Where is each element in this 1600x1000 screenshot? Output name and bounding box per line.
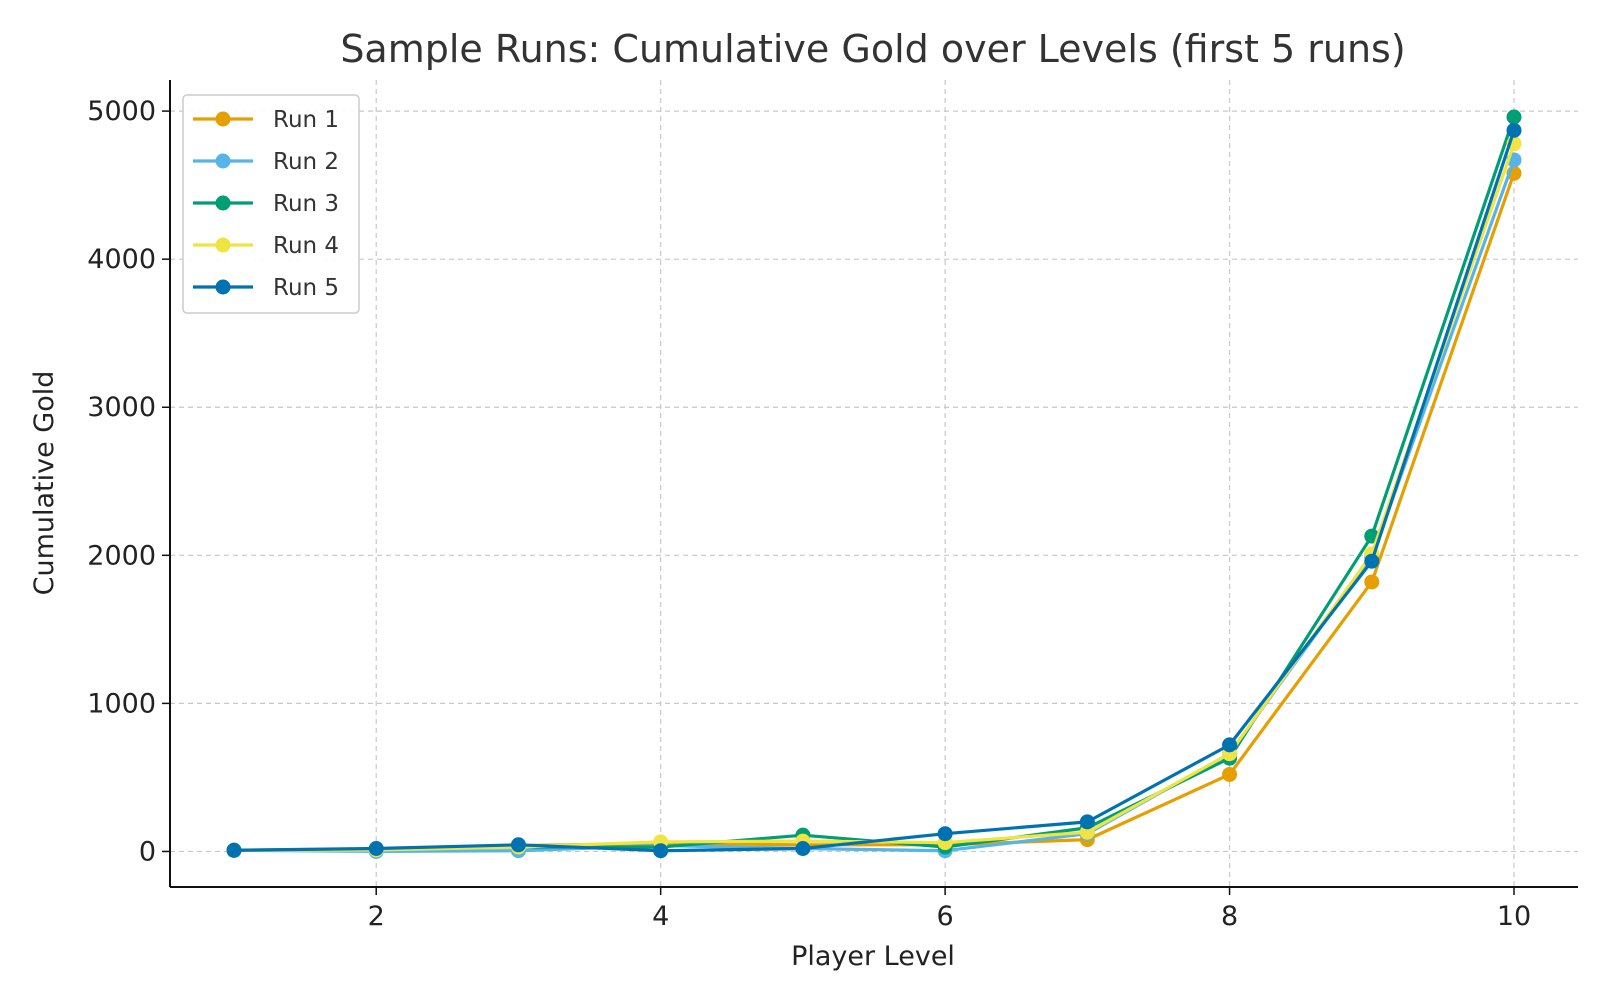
data-point <box>1079 814 1095 830</box>
data-point <box>1364 574 1380 590</box>
data-point <box>1506 109 1522 125</box>
legend-swatch-marker <box>215 279 231 295</box>
series-1 <box>226 165 1522 858</box>
data-point <box>1506 122 1522 138</box>
data-point <box>510 837 526 853</box>
data-point <box>226 842 242 858</box>
y-tick-label: 2000 <box>87 540 156 571</box>
x-axis-label: Player Level <box>791 941 955 972</box>
series-5 <box>226 122 1522 859</box>
y-tick-label: 0 <box>139 836 156 867</box>
data-point <box>795 841 811 857</box>
plot-series <box>226 109 1522 859</box>
y-tick-label: 3000 <box>87 392 156 423</box>
data-point <box>937 826 953 842</box>
data-point <box>1079 824 1095 840</box>
legend-swatch-marker <box>215 111 231 127</box>
series-2 <box>226 152 1522 859</box>
series-4 <box>226 136 1522 858</box>
x-tick-label: 4 <box>652 901 669 932</box>
data-point <box>1364 553 1380 569</box>
legend-swatch-marker <box>215 153 231 169</box>
legend-swatch-marker <box>215 237 231 253</box>
legend: Run 1 Run 2 Run 3 Run 4 Run 5 <box>182 94 360 314</box>
series-line <box>233 129 1516 853</box>
series-line <box>233 172 1516 852</box>
data-point <box>368 841 384 857</box>
x-tick-label: 6 <box>937 901 954 932</box>
y-tick-label: 4000 <box>87 244 156 275</box>
x-tick-label: 2 <box>368 901 385 932</box>
data-point <box>653 843 669 859</box>
chart-title: Sample Runs: Cumulative Gold over Levels… <box>340 27 1405 71</box>
legend-label: Run 5 <box>273 275 339 301</box>
legend-item: Run 5 <box>193 275 339 301</box>
grid <box>170 80 1578 887</box>
legend-swatch-marker <box>215 195 231 211</box>
series-line <box>233 116 1516 852</box>
legend-item: Run 4 <box>193 233 339 259</box>
legend-box <box>182 94 360 314</box>
legend-item: Run 3 <box>193 191 339 217</box>
legend-label: Run 3 <box>273 191 339 217</box>
legend-label: Run 4 <box>273 233 339 259</box>
legend-label: Run 1 <box>273 107 339 133</box>
legend-label: Run 2 <box>273 149 339 175</box>
data-point <box>1222 766 1238 782</box>
series-line <box>233 143 1516 852</box>
series-3 <box>226 109 1522 858</box>
y-axis-label: Cumulative Gold <box>29 371 60 596</box>
legend-item: Run 2 <box>193 149 339 175</box>
ticks: 2 4 6 8 10 0 1000 2000 3000 4000 5000 <box>87 96 1531 932</box>
x-tick-label: 8 <box>1221 901 1238 932</box>
legend-item: Run 1 <box>193 107 339 133</box>
series-line <box>233 159 1516 854</box>
x-tick-label: 10 <box>1497 901 1531 932</box>
data-point <box>1222 737 1238 753</box>
y-tick-label: 1000 <box>87 688 156 719</box>
y-tick-label: 5000 <box>87 96 156 127</box>
